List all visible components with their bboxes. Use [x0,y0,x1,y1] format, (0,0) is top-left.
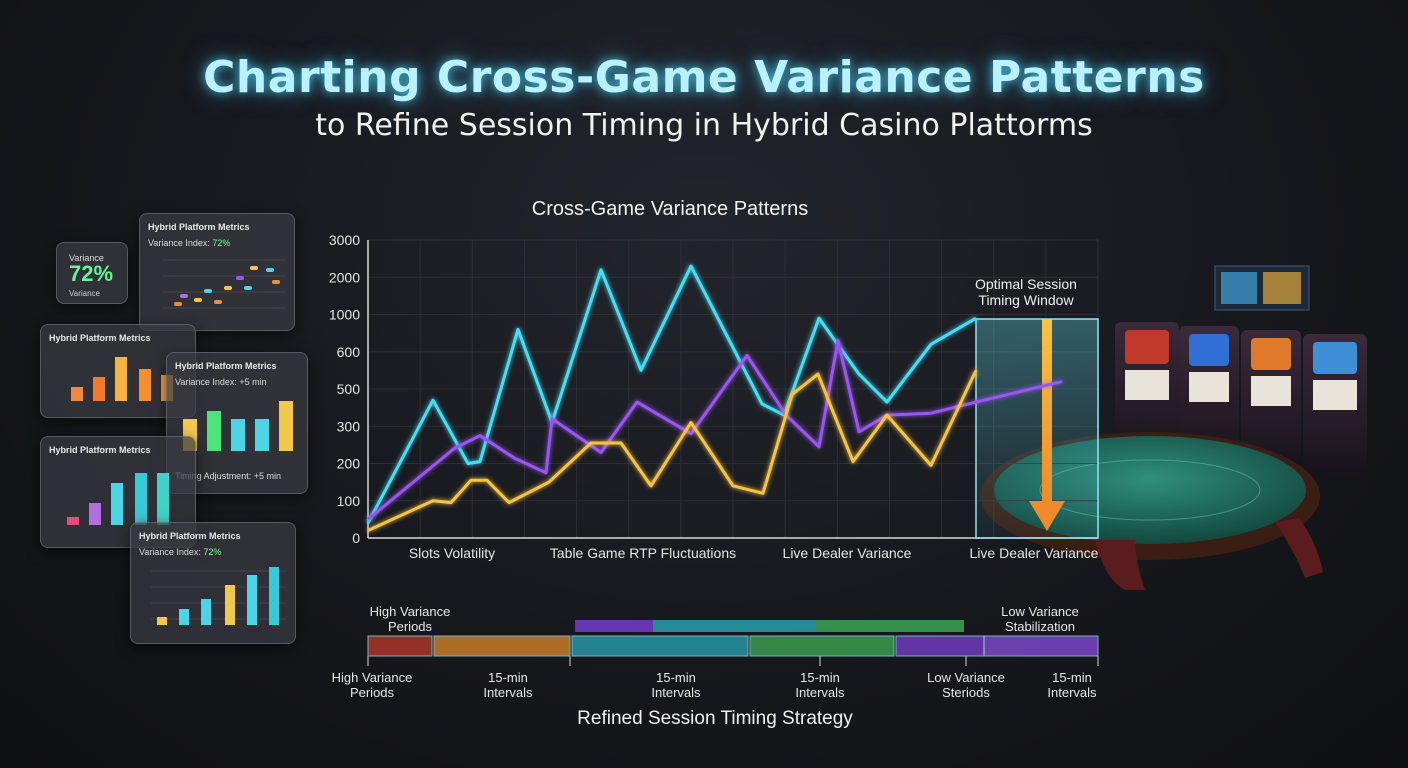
x-category-label: Live Dealer Variance [970,545,1099,561]
timeline-top-segment [575,620,653,632]
variance-label: Variance [69,253,104,263]
timeline-bottom-label-1: 15-min Intervals [483,670,533,700]
variance-card: Variance 72% Variance [56,242,128,304]
series-line-0 [366,264,977,524]
chart-title: Cross-Game Variance Patterns [531,198,809,220]
timing-arrow-shaft [1042,319,1052,503]
card-1-title: Hybrid Platform Metrics [148,222,250,232]
page-subtitle: to Refine Session Timing in Hybrid Casin… [315,108,1093,143]
scatter-mini-chart [162,259,286,309]
variance-value: 72% [69,261,114,286]
card-5-title: Hybrid Platform Metrics [139,531,241,541]
timeline-segment [367,635,433,657]
variance-footer: Variance [69,289,100,298]
optimal-window-label: Timing Window [978,292,1074,308]
series-layer [366,264,1063,532]
y-tick-label: 3000 [329,232,360,248]
timeline-segment [895,635,985,657]
timeline-segment [749,635,895,657]
slot-machines [1115,265,1367,476]
card-4-title: Hybrid Platform Metrics [49,445,151,455]
timeline-bottom-label-3: 15-min Intervals [795,670,845,700]
y-tick-label: 600 [337,344,361,360]
timeline-top-right-label: Low Variance Stabilization [1001,604,1079,634]
y-tick-label: 200 [337,456,361,472]
card-1-sub: Variance Index: 72% [148,238,231,248]
timeline-top-left-label: High Variance Periods [369,604,451,634]
card-2-title: Hybrid Platform Metrics [49,333,151,343]
timeline-title: Refined Session Timing Strategy [577,708,853,729]
timeline-top-segment [653,620,815,632]
x-category-label: Slots Volatility [409,545,495,561]
metrics-card-1: Hybrid Platform Metrics Variance Index: … [139,213,295,331]
y-tick-label: 300 [337,418,361,434]
session-timeline [367,620,1099,666]
timeline-segment [571,635,749,657]
card-3-sub: Variance Index: +5 min [175,377,267,387]
x-category-label: Table Game RTP Fluctuations [550,545,736,561]
optimal-window-label: Optimal Session [975,276,1077,292]
timeline-bottom-label-4: Low Variance Steriods [927,670,1005,700]
timeline-top-segment [815,620,964,632]
timeline-bottom-label-2: 15-min Intervals [651,670,701,700]
timeline-bottom-label-5: 15-min Intervals [1047,670,1097,700]
card-5-sub: Variance Index: 72% [139,547,222,557]
y-tick-label: 0 [352,530,360,546]
y-tick-label: 1000 [329,307,360,323]
y-tick-label: 2000 [329,269,360,285]
series-line-2 [367,369,978,532]
x-category-label: Live Dealer Variance [783,545,912,561]
y-tick-label: 100 [337,493,361,509]
card-3-footer: Timing Adjustment: +5 min [175,471,281,481]
bar-mini-chart-2 [71,357,173,401]
timing-arrow-head [1029,501,1065,531]
page-title: Charting Cross-Game Variance Patterns [203,52,1205,103]
bar-mini-chart-4 [67,473,169,525]
bar-mini-chart-5 [151,567,287,625]
timeline-segment [433,635,571,657]
card-3-title: Hybrid Platform Metrics [175,361,277,371]
timeline-segment [983,635,1099,657]
y-tick-label: 500 [337,381,361,397]
timeline-bottom-label-0: High Variance Periods [331,670,413,700]
series-line-1 [367,339,1063,521]
metrics-card-5: Hybrid Platform Metrics Variance Index: … [130,522,296,644]
